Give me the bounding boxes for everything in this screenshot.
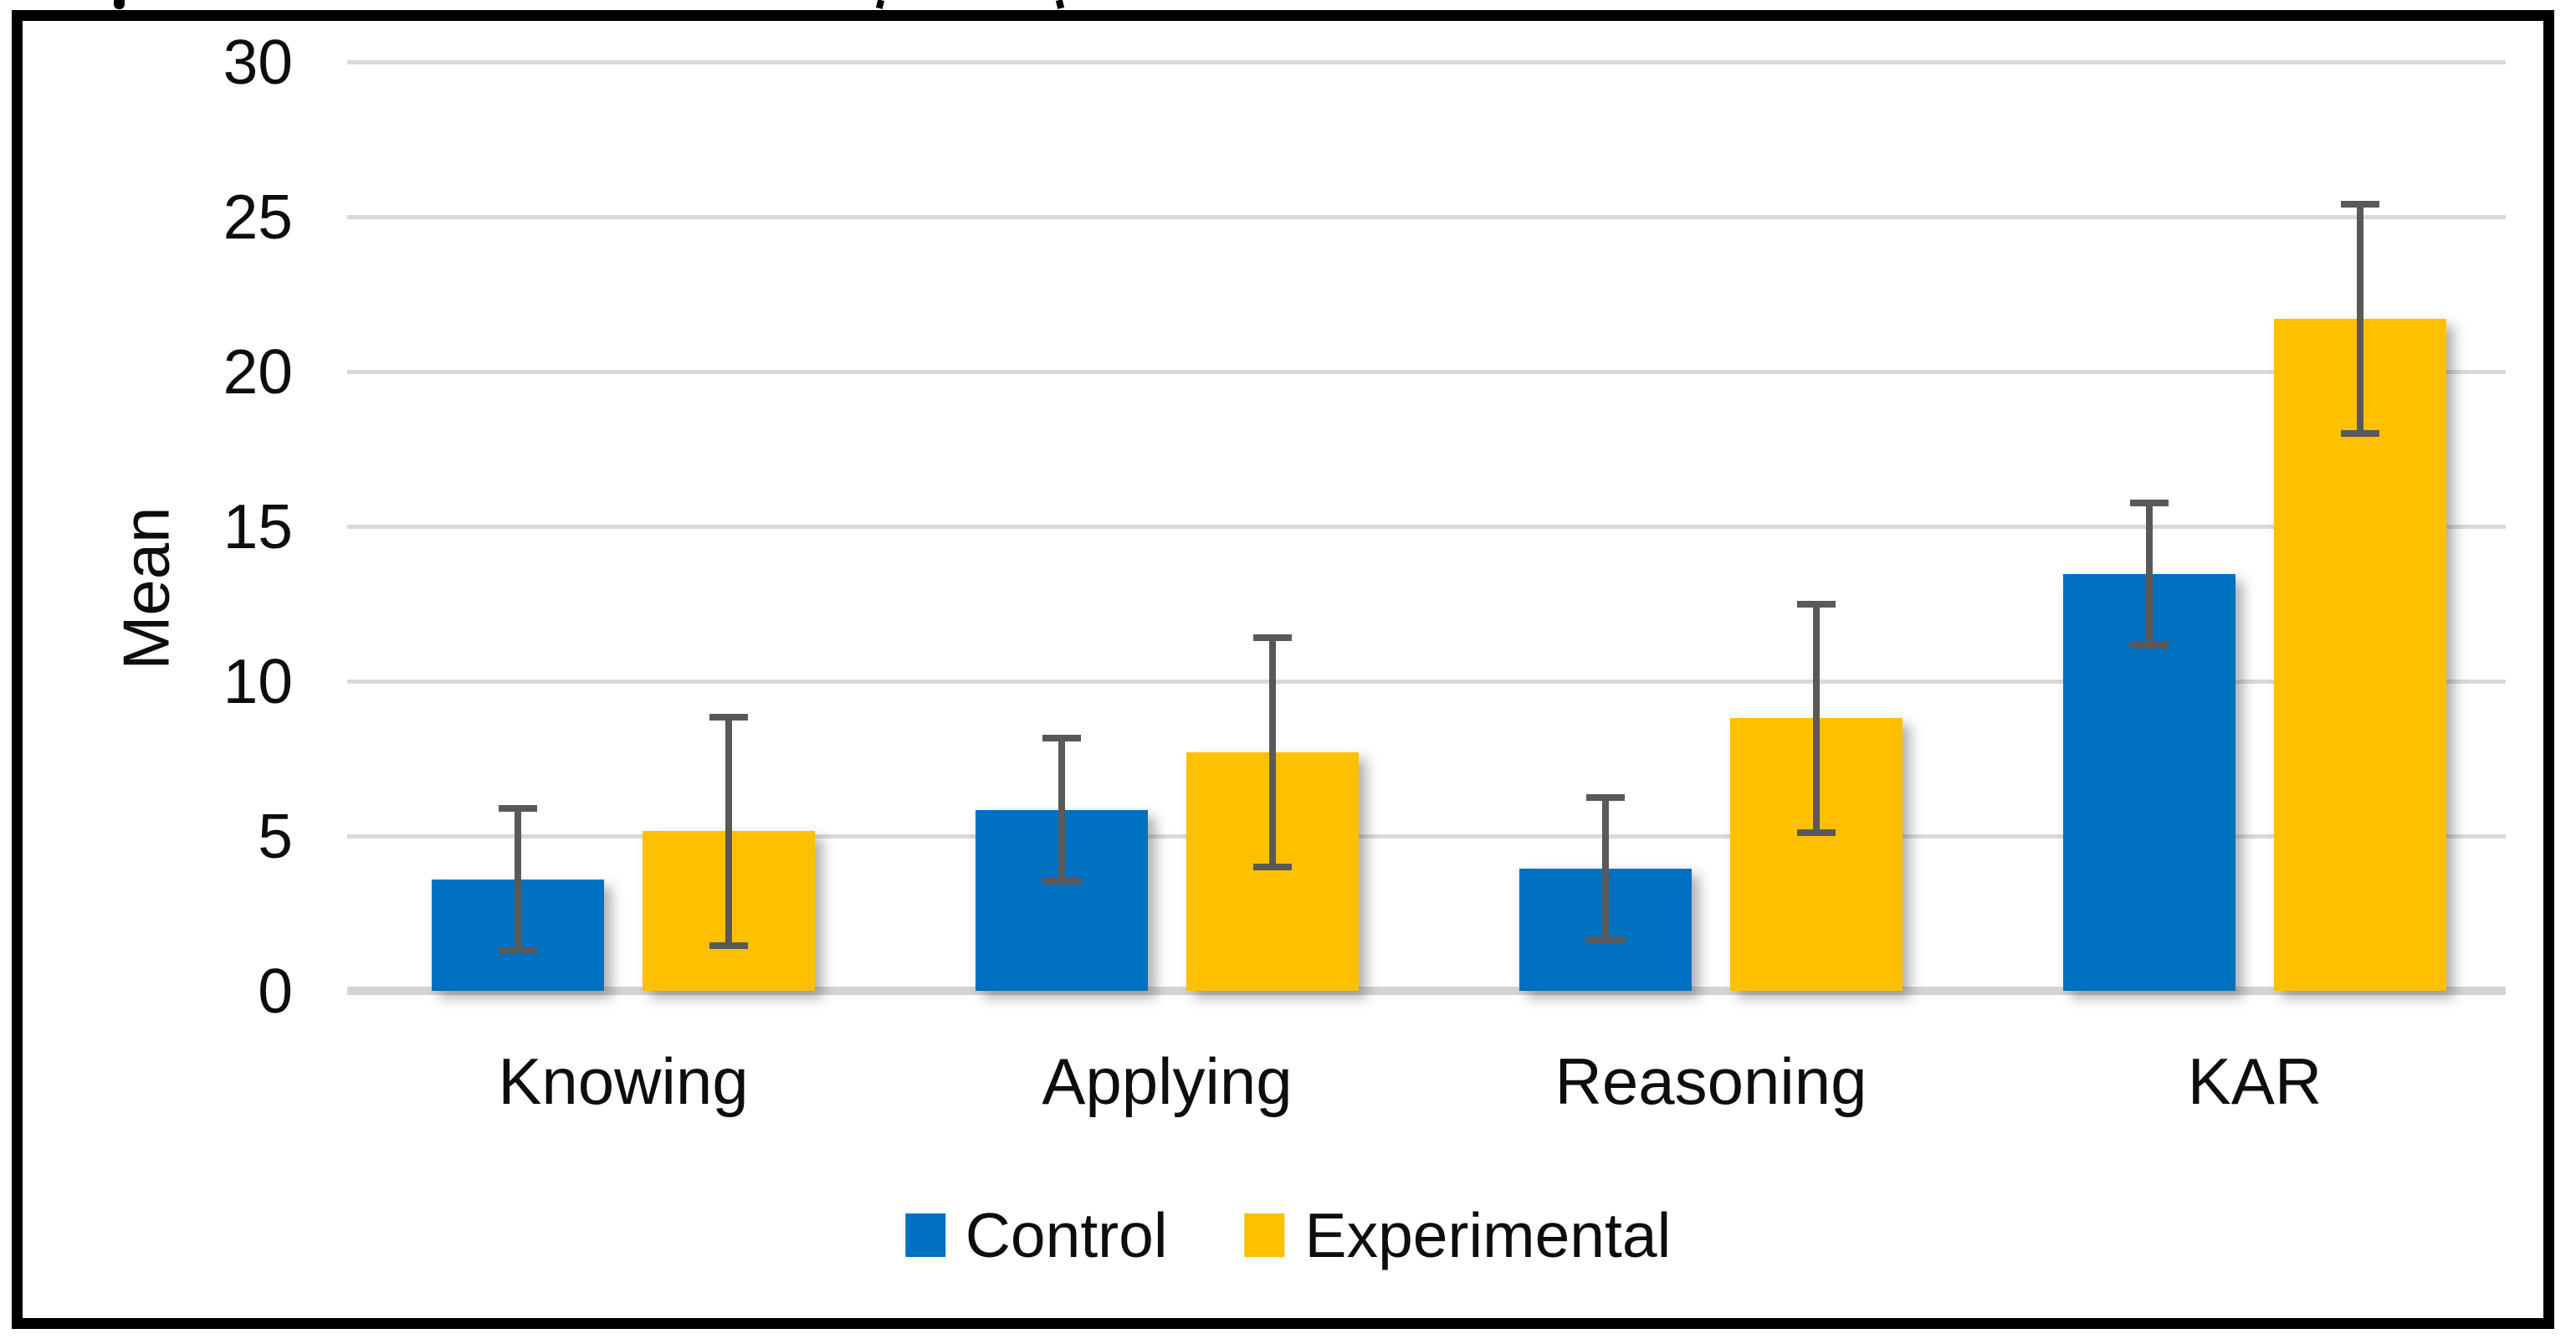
error-bar-control-kar-cap-bottom [2130, 642, 2169, 649]
y-tick-label-25: 25 [223, 182, 293, 252]
error-bar-control-knowing-cap-top [499, 804, 537, 812]
y-tick-label-0: 0 [258, 956, 293, 1026]
gridline-25 [347, 215, 2506, 219]
error-bar-experimental-applying-cap-top [1253, 634, 1292, 642]
error-bar-experimental-reasoning-cap-bottom [1797, 829, 1836, 837]
y-tick-label-30: 30 [223, 27, 293, 97]
error-bar-experimental-kar-cap-bottom [2341, 430, 2379, 437]
error-bar-control-applying-cap-bottom [1042, 877, 1081, 885]
category-label-reasoning: Reasoning [1554, 1044, 1867, 1118]
error-bar-control-knowing-cap-bottom [499, 946, 537, 954]
y-tick-label-15: 15 [223, 491, 293, 562]
legend: Control Experimental [904, 1200, 1672, 1270]
gridline-0 [347, 987, 2506, 995]
cropped-text-fragment [114, 0, 125, 9]
legend-swatch-control [904, 1213, 945, 1257]
error-bar-control-kar [2146, 503, 2153, 646]
legend-item-control: Control [904, 1200, 1168, 1270]
error-bar-control-reasoning [1602, 797, 1609, 940]
category-label-knowing: Knowing [498, 1044, 749, 1118]
gridline-15 [347, 525, 2506, 529]
cropped-text-fragment [1055, 0, 1065, 9]
y-tick-label-20: 20 [223, 336, 293, 407]
error-bar-experimental-applying [1269, 638, 1276, 867]
error-bar-experimental-knowing-cap-bottom [709, 942, 748, 950]
cropped-text-fragment [875, 0, 885, 9]
error-bar-experimental-reasoning [1813, 603, 1820, 834]
gridline-20 [347, 370, 2506, 374]
error-bar-control-applying-cap-top [1042, 735, 1081, 742]
y-tick-label-10: 10 [223, 646, 293, 716]
legend-item-experimental: Experimental [1244, 1200, 1672, 1270]
gridline-30 [347, 60, 2506, 64]
y-axis-title: Mean [109, 506, 183, 670]
category-label-applying: Applying [1042, 1044, 1293, 1118]
gridline-5 [347, 834, 2506, 839]
legend-label-control: Control [965, 1200, 1168, 1270]
error-bar-experimental-applying-cap-bottom [1253, 864, 1292, 870]
error-bar-experimental-knowing-cap-top [709, 713, 748, 721]
error-bar-control-reasoning-cap-top [1586, 793, 1625, 801]
error-bar-control-kar-cap-top [2130, 500, 2169, 507]
error-bar-control-knowing [515, 808, 521, 951]
error-bar-experimental-kar-cap-top [2341, 201, 2379, 208]
legend-label-experimental: Experimental [1304, 1200, 1672, 1270]
error-bar-experimental-kar [2357, 204, 2363, 433]
error-bar-experimental-reasoning-cap-top [1797, 600, 1836, 608]
gridline-10 [347, 680, 2506, 684]
category-label-kar: KAR [2187, 1044, 2322, 1118]
error-bar-control-applying [1058, 738, 1065, 881]
error-bar-experimental-knowing [725, 716, 732, 946]
y-tick-label-5: 5 [258, 801, 293, 871]
error-bar-control-reasoning-cap-bottom [1586, 936, 1625, 943]
legend-swatch-experimental [1244, 1213, 1285, 1257]
